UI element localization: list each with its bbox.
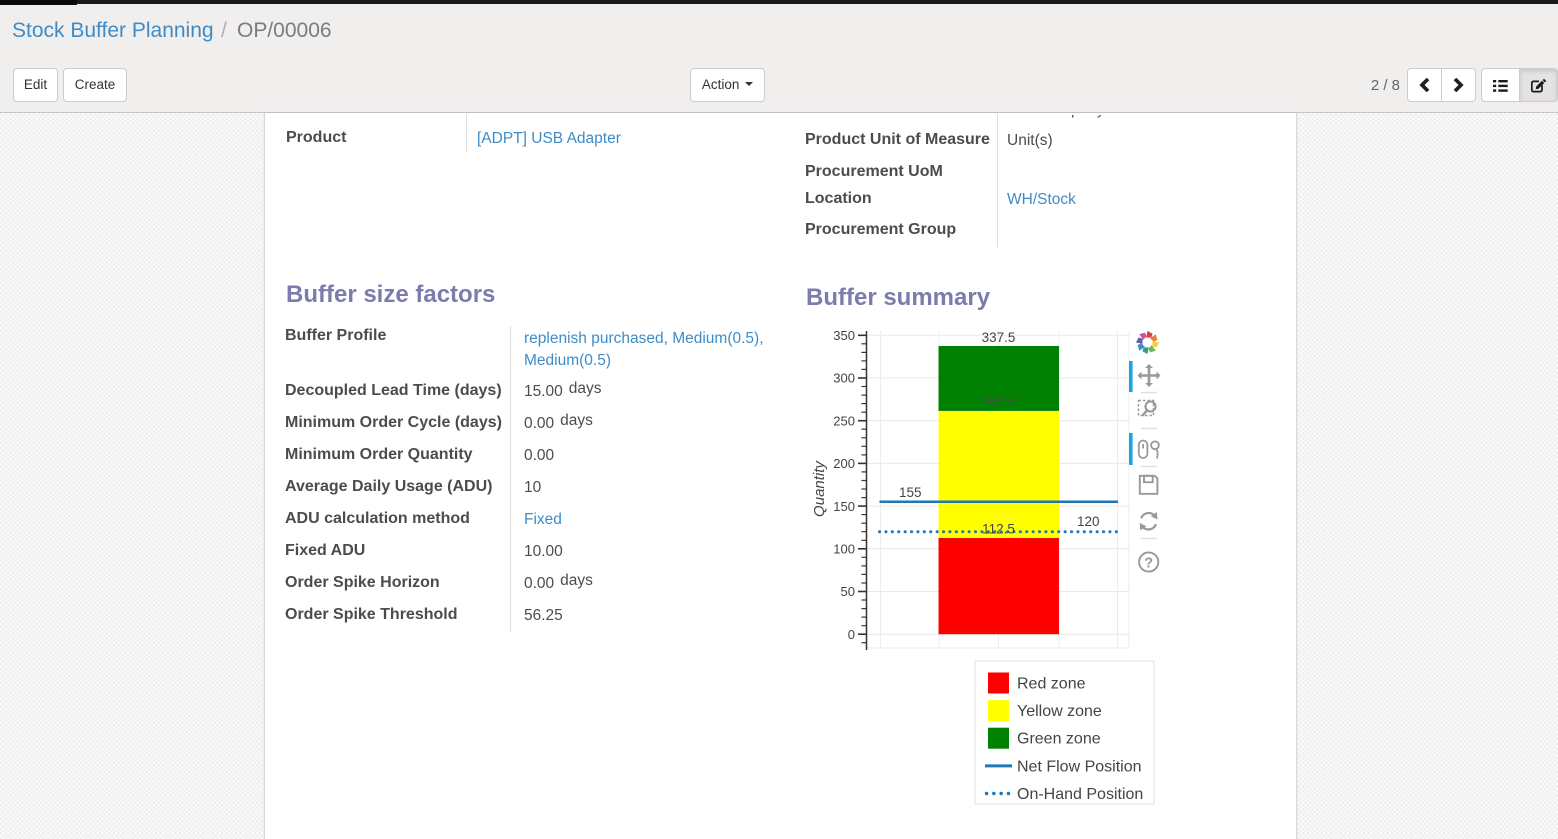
svg-text:Green zone: Green zone — [1017, 731, 1101, 748]
svg-text:155: 155 — [899, 485, 922, 500]
svg-text:337.5: 337.5 — [982, 330, 1016, 345]
svg-text:50: 50 — [841, 584, 855, 599]
svg-text:112.5: 112.5 — [982, 522, 1015, 537]
svg-text:200: 200 — [833, 456, 855, 471]
svg-text:150: 150 — [833, 499, 855, 514]
svg-text:300: 300 — [833, 371, 855, 386]
svg-text:Net Flow Position: Net Flow Position — [1017, 758, 1142, 775]
svg-text:Red zone: Red zone — [1017, 676, 1086, 693]
svg-text:120: 120 — [1077, 514, 1100, 529]
svg-text:On-Hand Position: On-Hand Position — [1017, 786, 1143, 803]
svg-text:0: 0 — [848, 627, 855, 642]
svg-text:?: ? — [1144, 556, 1153, 572]
svg-text:262.5: 262.5 — [982, 394, 1016, 409]
svg-text:350: 350 — [833, 328, 855, 343]
svg-text:Yellow zone: Yellow zone — [1017, 703, 1102, 720]
svg-text:Quantity: Quantity — [811, 460, 828, 517]
svg-text:100: 100 — [833, 542, 855, 557]
svg-text:250: 250 — [833, 413, 855, 428]
